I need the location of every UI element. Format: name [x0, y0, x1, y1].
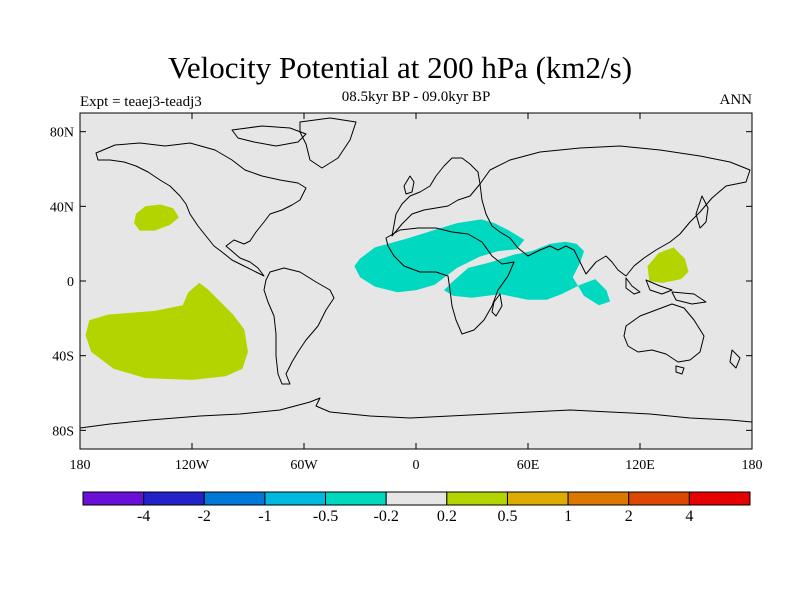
- lat-tick-label: 0: [67, 275, 74, 290]
- lon-tick-label: 60E: [517, 458, 540, 473]
- colorbar-swatch: [385, 491, 448, 506]
- colorbar-label: 4: [685, 508, 693, 525]
- colorbar-label: 0.5: [497, 508, 517, 525]
- colorbar-label: -0.2: [374, 508, 399, 525]
- map-title: Velocity Potential at 200 hPa (km2/s): [167, 50, 633, 85]
- region-indian-ocean-negative: [444, 241, 611, 306]
- lon-tick-label: 180: [742, 458, 763, 473]
- experiment-label: Expt = teaej3-teadj3: [80, 94, 202, 110]
- colorbar-swatch: [325, 491, 387, 506]
- colorbar-label: 2: [625, 508, 633, 525]
- colorbar-label: -4: [137, 508, 150, 525]
- colorbar-swatch: [446, 491, 508, 506]
- season-label: ANN: [719, 92, 753, 108]
- colorbar-label: -1: [258, 508, 271, 525]
- colorbar-label: -2: [198, 508, 211, 525]
- colorbar-swatch: [628, 491, 690, 506]
- lon-tick-label: 0: [413, 458, 420, 473]
- colorbar-swatch: [567, 491, 630, 506]
- longitude-axis: 180 120W 60W 0 60E 120E 180: [70, 113, 763, 473]
- region-south-pacific-positive: [85, 282, 248, 380]
- colorbar-label: 0.2: [437, 508, 457, 525]
- region-north-pacific-positive: [134, 204, 179, 231]
- lon-tick-label: 180: [70, 458, 91, 473]
- region-africa-arabia-negative: [354, 219, 525, 293]
- colorbar: -4 -2 -1 -0.5 -0.2 0.2 0.5 1 2 4: [82, 491, 751, 525]
- colorbar-swatch: [688, 491, 751, 506]
- colorbar-swatch: [82, 491, 145, 506]
- lat-tick-label: 80S: [52, 424, 74, 439]
- coastlines: [80, 117, 752, 429]
- shaded-regions: [85, 204, 689, 380]
- lat-tick-label: 40N: [50, 200, 74, 215]
- lon-tick-label: 120E: [625, 458, 655, 473]
- map-subtitle: 08.5kyr BP - 09.0kyr BP: [341, 89, 491, 105]
- lat-tick-label: 80N: [50, 126, 74, 141]
- latitude-axis: 80N 40N 0 40S 80S: [50, 126, 752, 439]
- colorbar-label: -0.5: [313, 508, 338, 525]
- lon-tick-label: 120W: [175, 458, 210, 473]
- colorbar-label: 1: [564, 508, 572, 525]
- lon-tick-label: 60W: [290, 458, 318, 473]
- colorbar-swatch: [506, 491, 569, 506]
- colorbar-swatch: [203, 491, 266, 506]
- colorbar-swatch: [143, 491, 205, 506]
- colorbar-swatch: [264, 491, 327, 506]
- region-western-pacific-positive: [647, 247, 689, 283]
- lat-tick-label: 40S: [52, 350, 74, 365]
